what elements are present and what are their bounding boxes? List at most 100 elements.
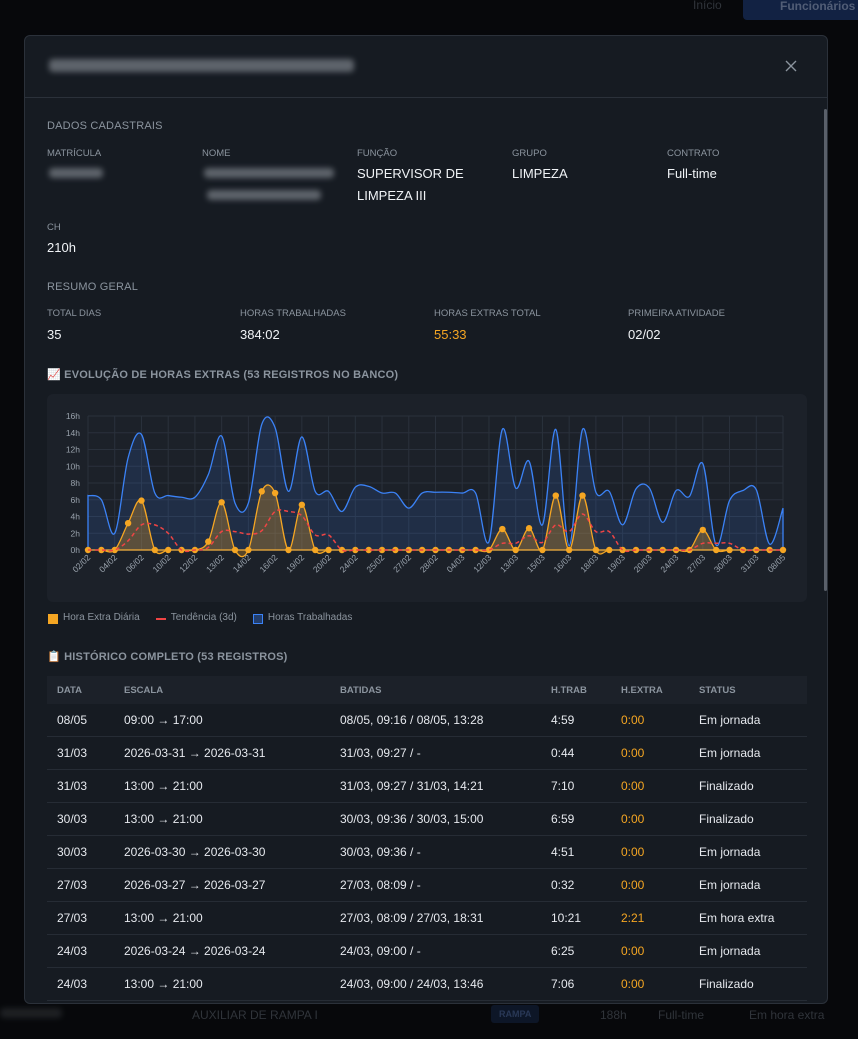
y-tick-label: 16h xyxy=(66,411,80,421)
table-cell: 30/03, 09:36 / - xyxy=(330,835,541,869)
close-button[interactable] xyxy=(785,60,797,72)
table-row: 24/03 2026-03-24 → 2026-03-24 24/03, 09:00… xyxy=(47,934,807,968)
x-tick-label: 02/02 xyxy=(70,552,92,574)
blurred-text xyxy=(207,190,321,200)
y-tick-label: 8h xyxy=(71,478,81,488)
point xyxy=(271,489,279,497)
table-cell: 08/05 xyxy=(47,704,114,737)
point xyxy=(539,546,546,554)
x-tick-label: 24/02 xyxy=(338,552,360,574)
point xyxy=(579,492,586,499)
table-cell: 24/03, 09:00 / - xyxy=(330,934,541,968)
point xyxy=(565,546,573,554)
table-cell: 24/03 xyxy=(47,967,114,1001)
table-cell: 0:00 xyxy=(611,967,689,1001)
table-cell: 0:00 xyxy=(611,704,689,737)
point xyxy=(151,546,159,554)
scrollbar[interactable] xyxy=(824,109,827,591)
table-cell: Em jornada xyxy=(689,868,807,902)
legend-swatch xyxy=(252,614,263,624)
y-tick-label: 14h xyxy=(66,428,80,438)
point xyxy=(245,546,252,554)
chart: 0h 2h 4h 6h 8h 10h 12h 14h 16h 02/02 04/02 06/02 10/… xyxy=(66,411,788,574)
table-row: 27/03 2026-03-27 → 2026-03-27 27/03, 08:09… xyxy=(47,868,807,902)
x-tick-label: 19/03 xyxy=(605,552,627,574)
y-tick-label: 0h xyxy=(71,545,81,555)
legend: Hora Extra Diária Tendência (3d) Horas Tra… xyxy=(47,612,807,628)
table-cell: 2026-03-27 → 2026-03-27 xyxy=(114,868,330,902)
point xyxy=(378,546,386,554)
x-tick-label: 04/02 xyxy=(97,552,119,574)
table-cell: 31/03, 09:27 / 31/03, 14:21 xyxy=(330,769,541,803)
x-tick-label: 04/03 xyxy=(445,552,467,574)
column-header: ESCALA xyxy=(114,676,330,704)
table-row: 30/03 2026-03-30 → 2026-03-30 30/03, 09:36… xyxy=(47,835,807,869)
point xyxy=(525,525,533,532)
table-head: DATA ESCALA BATIDAS H.TRAB H.EXTRA STATUS xyxy=(47,676,807,704)
table-cell: 4:51 xyxy=(541,835,611,869)
field-value: SUPERVISOR DE LIMPEZA III xyxy=(357,166,464,203)
point xyxy=(298,501,306,508)
point xyxy=(499,525,506,533)
point xyxy=(712,546,720,554)
x-tick-label: 25/02 xyxy=(364,552,386,574)
point xyxy=(231,546,239,554)
x-tick-label: 30/03 xyxy=(712,552,734,574)
point xyxy=(365,546,372,554)
table-cell: 0:32 xyxy=(541,868,611,902)
table-body: 08/05 09:00 → 17:00 08/05, 09:16 / 08/05, … xyxy=(47,704,807,1001)
table-cell: 27/03, 08:09 / - xyxy=(330,868,541,902)
table-cell: 30/03, 09:36 / 30/03, 15:00 xyxy=(330,802,541,836)
table-cell: 7:06 xyxy=(541,967,611,1001)
x-tick-label: 27/02 xyxy=(391,552,413,574)
table-cell: 6:25 xyxy=(541,934,611,968)
x-tick-label: 08/05 xyxy=(765,552,787,574)
table-row: 31/03 2026-03-31 → 2026-03-31 31/03, 09:27… xyxy=(47,736,807,770)
stat-label: HORAS TRABALHADAS xyxy=(240,308,346,319)
point xyxy=(592,546,600,554)
bg-cell: 188h xyxy=(600,1008,627,1022)
legend-label: Hora Extra Diária xyxy=(63,612,140,623)
x-tick-label: 20/03 xyxy=(632,552,654,574)
stat-value: 02/02 xyxy=(628,327,661,342)
x-tick-label: 06/02 xyxy=(124,552,146,574)
x-tick-label: 10/02 xyxy=(150,552,172,574)
stat-value: 55:33 xyxy=(434,327,467,342)
table-cell: 0:00 xyxy=(611,769,689,803)
table-cell: 10:21 xyxy=(541,901,611,935)
y-tick-label: 4h xyxy=(71,512,81,522)
nav-link[interactable]: Início xyxy=(693,0,722,12)
stat-value: 35 xyxy=(47,327,62,342)
x-tick-label: 18/03 xyxy=(578,552,600,574)
point xyxy=(779,546,787,554)
field-label: CONTRATO xyxy=(667,148,720,159)
point xyxy=(606,546,613,554)
point xyxy=(472,546,479,554)
table-cell: 13:00 → 21:00 xyxy=(114,901,330,935)
x-tick-label: 12/03 xyxy=(471,552,493,574)
x-tick-label: 13/02 xyxy=(204,552,226,574)
x-tick-label: 20/02 xyxy=(311,552,333,574)
legend-swatch xyxy=(48,614,58,624)
table-row: 27/03 13:00 → 21:00 27/03, 08:09 / 27/03, … xyxy=(47,901,807,935)
table-cell: 6:59 xyxy=(541,802,611,836)
section-title: 📋 HISTÓRICO COMPLETO (53 REGISTROS) xyxy=(47,651,288,663)
nav-button[interactable]: Funcionários xyxy=(743,0,858,20)
column-header: DATA xyxy=(47,676,114,704)
legend-swatch xyxy=(155,618,166,620)
table-cell: 31/03, 09:27 / - xyxy=(330,736,541,770)
bg-badge: RAMPA xyxy=(491,1005,539,1023)
legend-label: Horas Trabalhadas xyxy=(267,612,353,623)
chart-container: 0h 2h 4h 6h 8h 10h 12h 14h 16h 02/02 04/02 06/02 10/… xyxy=(47,394,807,602)
column-header: H.EXTRA xyxy=(611,676,689,704)
table-cell: Finalizado xyxy=(689,967,807,1001)
stat-label: TOTAL DIAS xyxy=(47,308,102,319)
table-cell: 7:10 xyxy=(541,769,611,803)
section-title: DADOS CADASTRAIS xyxy=(47,120,163,132)
table-cell: 2026-03-30 → 2026-03-30 xyxy=(114,835,330,869)
point xyxy=(699,526,707,534)
point xyxy=(205,538,212,545)
area-line xyxy=(87,416,784,551)
x-tick-label: 16/03 xyxy=(551,552,573,574)
